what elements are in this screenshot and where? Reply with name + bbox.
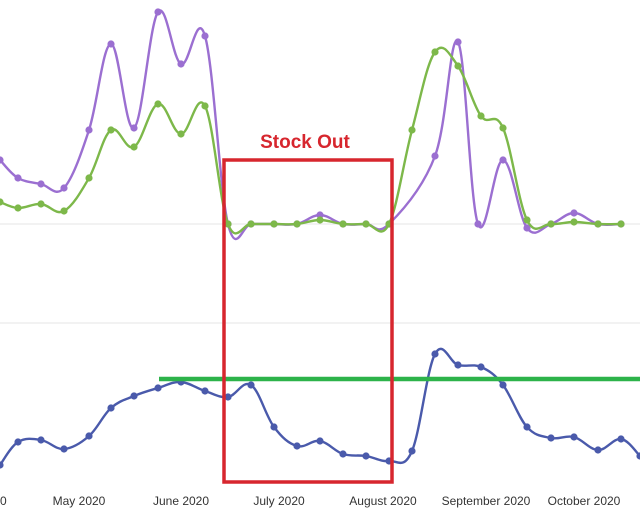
data-point-top-0-24	[570, 209, 578, 217]
x-tick-september-2020: September 2020	[442, 494, 531, 508]
data-point-bottom-0-0	[0, 461, 4, 469]
data-point-bottom-0-16	[362, 452, 370, 460]
data-point-top-1-23	[523, 216, 531, 224]
data-point-top-1-18	[408, 126, 416, 134]
data-point-top-0-7	[154, 8, 162, 16]
series-bottom-0	[0, 347, 640, 469]
series-line-top-1	[0, 46, 622, 235]
data-point-bottom-0-7	[154, 384, 162, 392]
data-point-bottom-0-13	[293, 442, 301, 450]
data-point-top-1-16	[362, 220, 370, 228]
data-point-bottom-0-18	[408, 447, 416, 455]
data-point-bottom-0-23	[523, 423, 531, 431]
data-point-top-0-21	[499, 156, 507, 164]
data-point-top-0-8	[177, 60, 185, 68]
data-point-bottom-0-21	[477, 363, 485, 371]
stock-out-label: Stock Out	[260, 132, 350, 153]
data-point-top-0-5	[107, 40, 115, 48]
data-point-top-1-14	[316, 216, 324, 224]
data-point-bottom-0-10	[224, 393, 232, 401]
x-tick-july-2020: July 2020	[253, 494, 305, 508]
x-tick-may-2020: May 2020	[53, 494, 106, 508]
data-point-top-0-19	[454, 38, 462, 46]
data-point-top-1-13	[293, 220, 301, 228]
data-point-bottom-0-1	[14, 438, 22, 446]
x-tick-october-2020: October 2020	[548, 494, 621, 508]
data-point-top-0-0	[0, 156, 4, 164]
data-point-top-0-18	[431, 152, 439, 160]
data-point-top-1-25	[570, 218, 578, 226]
data-point-top-0-22	[523, 224, 531, 232]
data-point-top-0-20	[474, 220, 482, 228]
x-tick-june-2020: June 2020	[153, 494, 209, 508]
data-point-top-0-3	[60, 184, 68, 192]
data-point-top-1-12	[270, 220, 278, 228]
data-point-top-1-15	[339, 220, 347, 228]
data-point-top-1-1	[14, 204, 22, 212]
data-point-top-1-19	[431, 48, 439, 56]
data-point-top-1-9	[201, 102, 209, 110]
data-point-top-1-6	[130, 143, 138, 151]
data-point-top-1-7	[154, 100, 162, 108]
data-point-bottom-0-6	[130, 392, 138, 400]
data-point-top-1-20	[454, 62, 462, 70]
data-point-bottom-0-12	[270, 423, 278, 431]
data-point-bottom-0-2	[37, 436, 45, 444]
data-point-bottom-0-19	[431, 350, 439, 358]
stock-out-box	[222, 158, 394, 484]
data-point-top-0-9	[201, 32, 209, 40]
data-point-top-1-21	[477, 112, 485, 120]
data-point-bottom-0-9	[201, 387, 209, 395]
data-point-bottom-0-3	[60, 445, 68, 453]
data-point-bottom-0-22	[499, 381, 507, 389]
series-line-top-0	[0, 9, 622, 241]
data-point-top-1-0	[0, 198, 4, 206]
data-point-bottom-0-20	[454, 361, 462, 369]
data-point-top-0-6	[130, 124, 138, 132]
data-point-bottom-0-5	[107, 404, 115, 412]
data-point-top-1-27	[617, 220, 625, 228]
series-line-bottom-0	[0, 347, 640, 466]
series-layer	[0, 8, 640, 469]
data-point-top-1-22	[499, 124, 507, 132]
grid-lines	[0, 223, 640, 324]
data-point-top-1-8	[177, 130, 185, 138]
data-point-top-1-24	[547, 220, 555, 228]
data-point-bottom-0-24	[547, 434, 555, 442]
data-point-top-0-2	[37, 180, 45, 188]
data-point-top-1-3	[60, 207, 68, 215]
data-point-top-1-10	[224, 220, 232, 228]
annotation-layer: Stock Out	[222, 132, 394, 484]
data-point-bottom-0-26	[594, 446, 602, 454]
series-top-0	[0, 8, 625, 241]
x-tick-august-2020: August 2020	[349, 494, 417, 508]
data-point-top-0-14	[316, 211, 324, 219]
series-top-1	[0, 46, 625, 235]
data-point-bottom-0-15	[339, 450, 347, 458]
data-point-top-0-4	[85, 126, 93, 134]
data-point-bottom-0-14	[316, 437, 324, 445]
data-point-bottom-0-4	[85, 432, 93, 440]
data-point-bottom-0-28	[636, 452, 640, 460]
data-point-top-1-2	[37, 200, 45, 208]
x-tick-partial: 0	[0, 494, 7, 508]
data-point-top-1-4	[85, 174, 93, 182]
data-point-bottom-0-25	[570, 433, 578, 441]
data-point-top-1-11	[247, 220, 255, 228]
data-point-bottom-0-11	[247, 381, 255, 389]
data-point-bottom-0-27	[617, 435, 625, 443]
data-point-top-1-26	[594, 220, 602, 228]
x-axis-ticks: 0 May 2020 June 2020 July 2020 August 20…	[0, 494, 621, 508]
data-point-top-1-5	[107, 126, 115, 134]
data-point-top-0-1	[14, 174, 22, 182]
